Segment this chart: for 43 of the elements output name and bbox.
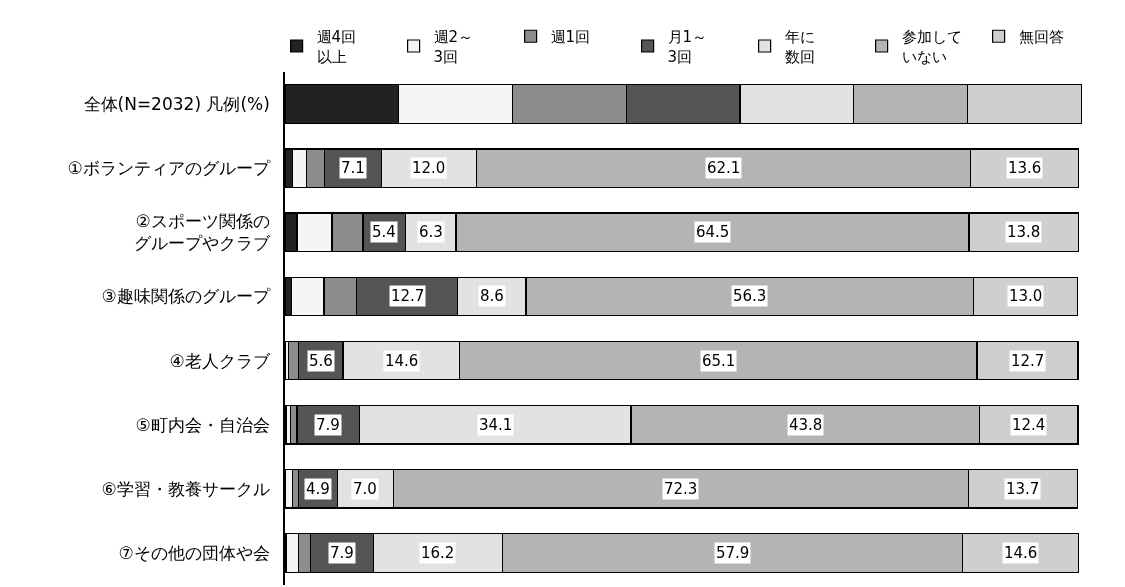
- data-label: 5.6: [309, 352, 333, 370]
- data-label: 12.0: [412, 159, 446, 177]
- data-label: 8.6: [480, 287, 504, 305]
- data-label: 7.1: [341, 159, 365, 177]
- data-label: 12.4: [1012, 416, 1046, 434]
- data-label: 4.9: [306, 480, 330, 498]
- data-label: 13.0: [1009, 287, 1043, 305]
- y-tick-label: ②スポーツ関係のグループやクラブ: [133, 211, 271, 254]
- y-tick-label: ⑥学習・教養サークル: [101, 478, 270, 499]
- data-label: 13.8: [1007, 223, 1041, 241]
- data-label: 43.8: [789, 416, 823, 434]
- data-label: 34.1: [479, 416, 513, 434]
- legend-label: 無回答: [1018, 28, 1064, 47]
- data-label: 7.0: [353, 480, 377, 498]
- data-label: 72.3: [664, 480, 698, 498]
- legend-label: 月1～3回: [667, 28, 708, 66]
- data-label: 56.3: [733, 287, 767, 305]
- data-label: 13.6: [1008, 159, 1042, 177]
- data-label: 14.6: [385, 352, 419, 370]
- y-tick-label: ①ボランティアのグループ: [67, 158, 271, 179]
- y-tick-label: ⑦その他の団体や会: [118, 542, 270, 563]
- y-tick-label: 全体(N=2032) 凡例(%): [83, 94, 270, 115]
- legend-label: 年に数回: [784, 28, 815, 66]
- legend-label: 参加していない: [901, 28, 962, 66]
- legend-label: 週1回: [550, 28, 591, 47]
- data-label: 62.1: [707, 159, 741, 177]
- data-label: 57.9: [716, 544, 750, 562]
- legend-label: 週2～3回: [433, 28, 474, 66]
- y-tick-label: ④老人クラブ: [169, 350, 271, 371]
- data-label: 12.7: [1011, 352, 1045, 370]
- data-label: 6.3: [419, 223, 443, 241]
- data-label: 14.6: [1004, 544, 1038, 562]
- data-label: 13.7: [1006, 480, 1040, 498]
- data-label: 12.7: [391, 287, 425, 305]
- data-label: 65.1: [702, 352, 736, 370]
- y-tick-label: ⑤町内会・自治会: [135, 414, 270, 435]
- y-tick-label: ③趣味関係のグループ: [101, 286, 271, 307]
- data-label: 64.5: [696, 223, 730, 241]
- data-label: 16.2: [421, 544, 455, 562]
- data-label: 7.9: [316, 416, 340, 434]
- data-label: 7.9: [330, 544, 354, 562]
- data-label: 5.4: [372, 223, 396, 241]
- legend-label: 週4回以上: [316, 28, 357, 66]
